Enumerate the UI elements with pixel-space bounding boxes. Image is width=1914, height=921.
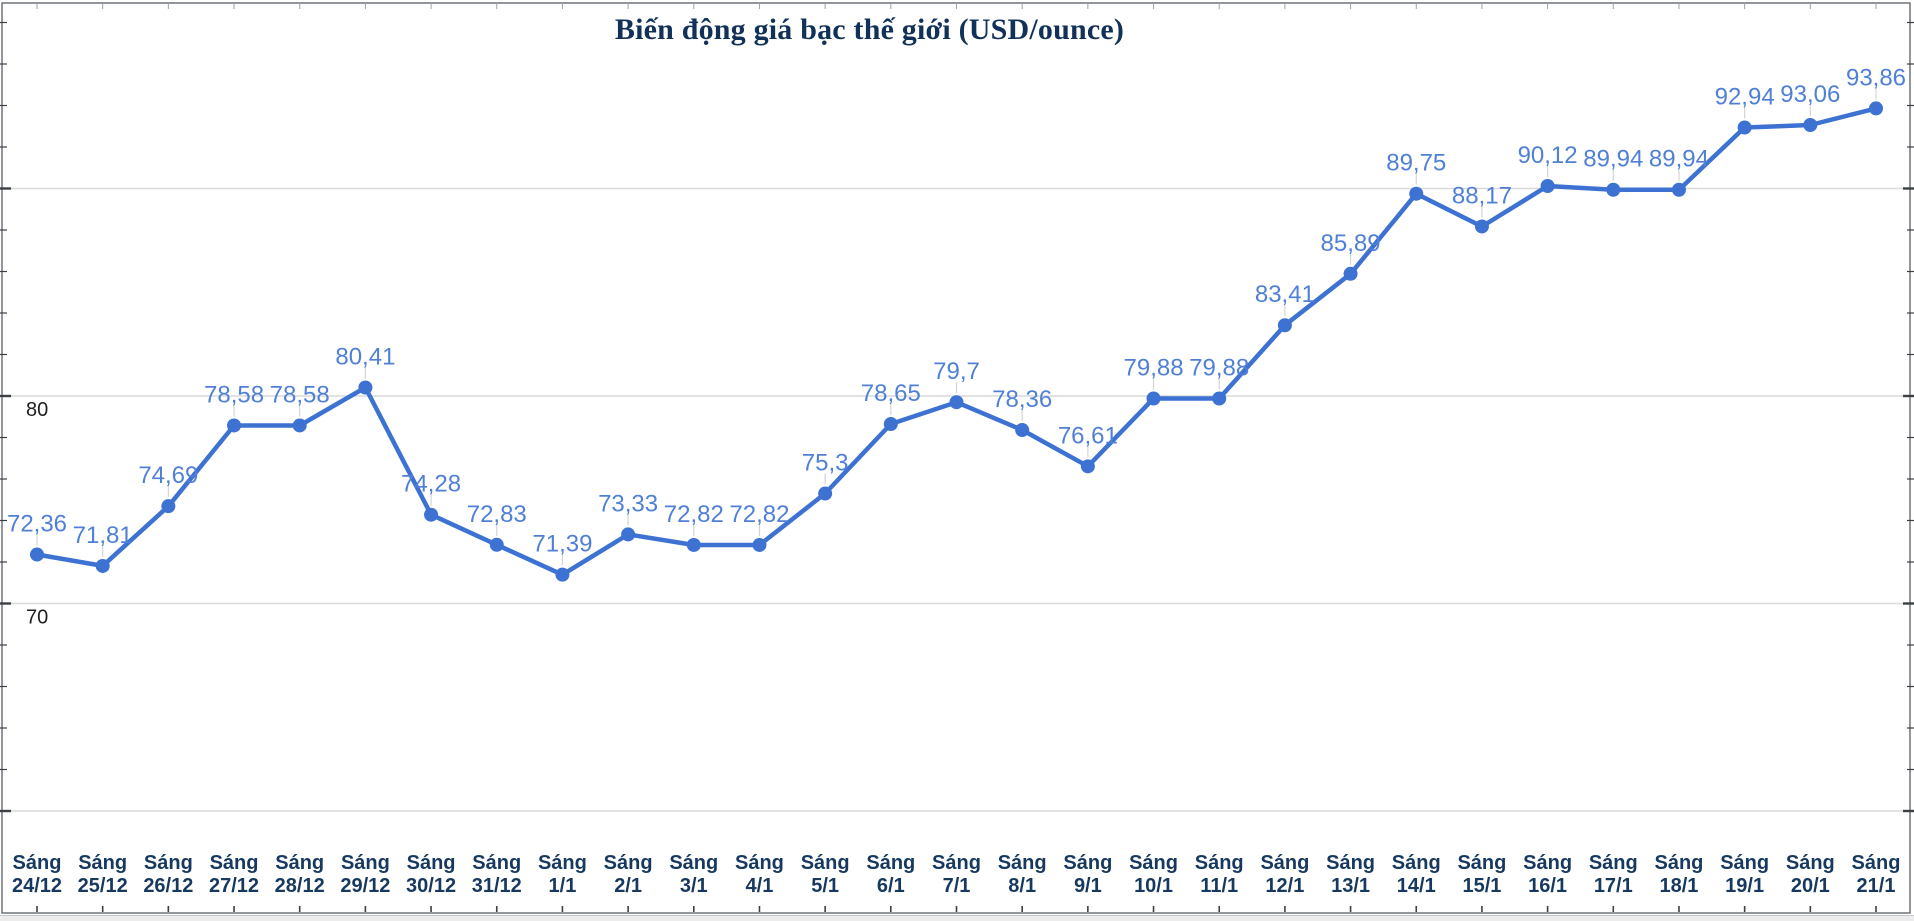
data-point-label: 72,83 <box>467 501 527 528</box>
data-point-label: 78,65 <box>861 380 921 407</box>
data-point <box>949 395 964 410</box>
x-axis-label: Sáng 6/1 <box>866 852 915 897</box>
data-point <box>424 507 439 522</box>
data-point-label: 93,06 <box>1780 81 1840 108</box>
data-point-label: 78,36 <box>992 386 1052 413</box>
x-axis-label: Sáng 24/12 <box>12 852 62 897</box>
x-axis-label: Sáng 9/1 <box>1063 852 1112 897</box>
data-point-label: 72,36 <box>7 511 67 538</box>
data-point <box>1474 219 1489 234</box>
x-axis-label: Sáng 28/12 <box>275 852 325 897</box>
data-point <box>292 418 307 433</box>
x-axis-label: Sáng 10/1 <box>1129 852 1178 897</box>
data-point <box>621 527 636 542</box>
data-point <box>1015 423 1030 438</box>
data-point <box>1606 182 1621 197</box>
y-axis-label: 70 <box>26 607 48 629</box>
data-point <box>686 537 701 552</box>
chart-title: Biến động giá bạc thế giới (USD/ounce) <box>614 13 1125 46</box>
data-point-label: 79,7 <box>933 358 980 385</box>
x-axis-label: Sáng 4/1 <box>735 852 784 897</box>
data-point-label: 74,28 <box>401 471 461 498</box>
x-axis-label: Sáng 1/1 <box>538 852 587 897</box>
x-axis-label: Sáng 13/1 <box>1326 852 1375 897</box>
data-point <box>1869 101 1883 116</box>
data-point-label: 71,39 <box>532 531 592 558</box>
x-axis-label: Sáng 15/1 <box>1457 852 1506 897</box>
x-axis-label: Sáng 18/1 <box>1655 852 1704 897</box>
x-axis-label: Sáng 5/1 <box>801 852 850 897</box>
data-point <box>818 486 833 501</box>
data-point-label: 78,58 <box>270 381 330 408</box>
bottom-edge-strip <box>0 915 1914 921</box>
data-point-label: 72,82 <box>729 501 789 528</box>
data-point-label: 88,17 <box>1452 182 1512 209</box>
data-point-label: 79,88 <box>1189 354 1249 381</box>
x-axis-label: Sáng 14/1 <box>1392 852 1441 897</box>
data-point <box>883 417 898 432</box>
data-point-label: 73,33 <box>598 490 658 517</box>
data-point <box>752 537 767 552</box>
x-axis-label: Sáng 19/1 <box>1720 852 1769 897</box>
x-axis-label: Sáng 17/1 <box>1589 852 1638 897</box>
data-point <box>1146 391 1161 406</box>
x-axis-label: Sáng 8/1 <box>998 852 1047 897</box>
data-point-label: 78,58 <box>204 381 264 408</box>
data-point <box>489 537 504 552</box>
x-axis-label: Sáng 12/1 <box>1260 852 1309 897</box>
data-point <box>227 418 242 433</box>
x-axis-label: Sáng 31/12 <box>472 852 522 897</box>
x-axis-label: Sáng 30/12 <box>406 852 456 897</box>
data-point-label: 72,82 <box>664 501 724 528</box>
x-axis-label: Sáng 16/1 <box>1523 852 1572 897</box>
data-point-label: 85,89 <box>1321 230 1381 257</box>
data-point <box>1540 179 1555 194</box>
x-axis-label: Sáng 2/1 <box>604 852 653 897</box>
data-point-label: 83,41 <box>1255 281 1315 308</box>
data-point-label: 71,81 <box>73 522 133 549</box>
data-point <box>1343 266 1358 281</box>
data-point <box>358 380 373 395</box>
data-point-label: 80,41 <box>335 343 395 370</box>
x-axis-label: Sáng 27/12 <box>209 852 259 897</box>
data-point-label: 74,69 <box>138 462 198 489</box>
y-axis-label: 80 <box>26 399 48 421</box>
data-point-label: 90,12 <box>1518 142 1578 169</box>
data-point-label: 76,61 <box>1058 422 1118 449</box>
x-axis-label: Sáng 11/1 <box>1195 852 1244 897</box>
data-point-label: 75,3 <box>802 450 849 477</box>
x-axis-label: Sáng 3/1 <box>669 852 718 897</box>
data-point-label: 89,94 <box>1583 146 1643 173</box>
data-point <box>1803 118 1818 133</box>
data-point <box>1277 318 1292 333</box>
data-point <box>555 567 570 582</box>
data-point-label: 93,86 <box>1846 64 1906 91</box>
data-point <box>1409 186 1424 201</box>
data-point-label: 89,75 <box>1386 150 1446 177</box>
data-point <box>1737 120 1752 135</box>
data-point-label: 89,94 <box>1649 146 1709 173</box>
x-axis-label: Sáng 26/12 <box>143 852 193 897</box>
data-point <box>1671 182 1686 197</box>
data-point <box>1080 459 1095 474</box>
x-axis-label: Sáng 20/1 <box>1786 852 1835 897</box>
data-point <box>161 499 176 514</box>
price-line <box>34 106 1879 577</box>
data-point-label: 92,94 <box>1715 83 1775 110</box>
x-axis-label: Sáng 29/12 <box>340 852 390 897</box>
data-point-label: 79,88 <box>1124 354 1184 381</box>
data-point <box>95 558 110 573</box>
data-point <box>30 547 44 562</box>
x-axis-label: Sáng 21/1 <box>1852 852 1901 897</box>
x-axis-label: Sáng 7/1 <box>932 852 981 897</box>
x-axis-label: Sáng 25/12 <box>78 852 128 897</box>
data-point <box>1212 391 1227 406</box>
